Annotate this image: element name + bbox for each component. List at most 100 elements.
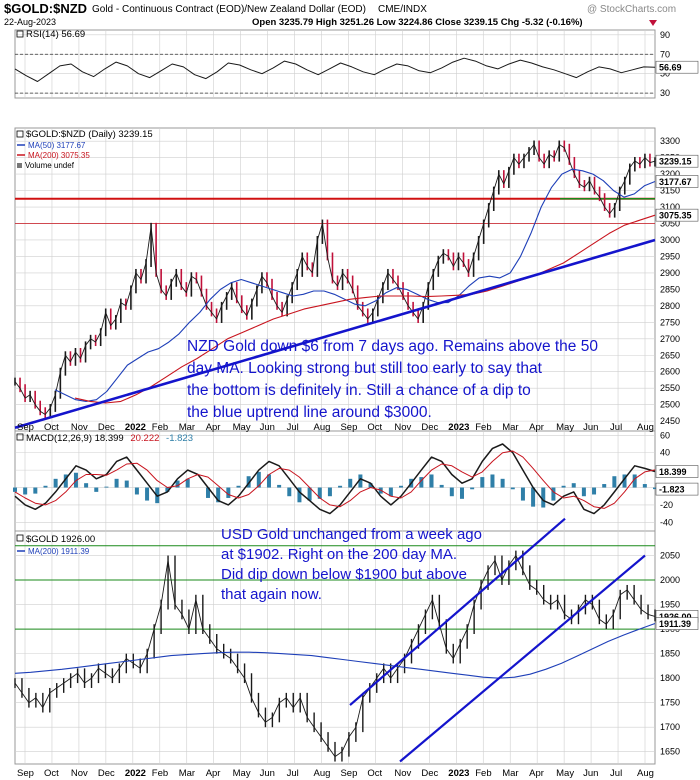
x-tick-label: Sep — [17, 768, 34, 779]
x-tick-label: Aug — [314, 768, 331, 779]
usd-legend: $GOLD 1926.00 MA(200) 1911.39 — [16, 534, 95, 556]
usd-annotation: USD Gold unchanged from a week ago at $1… — [221, 526, 486, 603]
ma50-line — [54, 168, 656, 402]
price-line — [14, 144, 656, 415]
rsi-line — [14, 57, 656, 82]
macd-histogram-bar — [480, 477, 485, 488]
y-tick-label: 2800 — [660, 301, 680, 311]
x-axis-middle: Sep Oct Nov Dec 2022 Feb Mar Apr May Jun Jul Aug Sep… — [17, 422, 654, 433]
x-tick-label: 2022 — [125, 768, 146, 779]
macd-histogram-bar — [348, 478, 353, 488]
x-tick-label: Aug — [637, 768, 654, 779]
y-tick-label: 2000 — [660, 575, 680, 585]
x-tick-label: Mar — [179, 768, 195, 779]
chart-watermark: @ StockCharts.com — [587, 4, 676, 15]
x-tick-label: Jul — [610, 768, 622, 779]
svg-text:MACD(12,26,9) 18.399 20.: MACD(12,26,9) 18.399 20.222 -1.823 — [26, 433, 193, 444]
usd-channel-upper — [349, 517, 566, 706]
price-legend-ma200: MA(200) 3075.35 — [28, 151, 90, 160]
price-label: 3075.35 — [659, 211, 692, 221]
x-tick-label: Apr — [529, 422, 544, 433]
macd-histogram-bar — [216, 487, 221, 503]
y-tick-label: 2500 — [660, 400, 680, 410]
price-label: 3239.15 — [659, 157, 692, 167]
macd-histogram-bar — [114, 478, 119, 488]
x-tick-label: 2022 — [125, 422, 146, 433]
x-tick-label: Jun — [260, 422, 275, 433]
macd-histogram-bar — [490, 474, 495, 488]
x-tick-label: Apr — [529, 768, 544, 779]
usd-panel-frame — [14, 530, 656, 765]
price-label-box — [655, 60, 699, 74]
x-tick-label: Jul — [610, 422, 622, 433]
usd-annotation-line-1: USD Gold unchanged from a week ago — [221, 526, 482, 543]
rsi-panel: 30 50 70 90 56.69 — [14, 30, 699, 98]
macd-histogram-bar — [449, 487, 454, 497]
x-tick-label: 2023 — [448, 768, 469, 779]
usd-annotation-line-3: Did dip down below $1900 but above — [221, 566, 467, 583]
macd-histogram-bar — [236, 485, 241, 488]
macd-panel: -40-20020406018.399-1.823 — [13, 430, 699, 527]
x-tick-label: Sep — [17, 422, 34, 433]
macd-histogram-bar — [226, 487, 231, 498]
price-label-box — [655, 208, 699, 222]
macd-signal-line — [14, 450, 656, 509]
macd-histogram-bar — [551, 487, 556, 501]
price-legend-main: $GOLD:$NZD (Daily) 3239.15 — [26, 129, 153, 140]
macd-histogram-bar — [642, 484, 647, 488]
x-tick-label: Apr — [206, 422, 221, 433]
macd-histogram-bar — [53, 478, 58, 488]
macd-histogram-bar — [510, 487, 515, 490]
y-tick-label: 70 — [660, 49, 670, 59]
macd-histogram-bar — [368, 483, 373, 488]
chart-title-symbol: $GOLD:$NZD — [4, 1, 87, 16]
macd-histogram-bar — [206, 487, 211, 498]
y-tick-label: 60 — [660, 430, 670, 440]
macd-histogram-bar — [581, 487, 586, 497]
macd-histogram-bar — [429, 474, 434, 488]
macd-histogram-bar — [327, 487, 332, 497]
macd-legend: MACD(12,26,9) 18.399 20.222 -1.823 — [16, 433, 193, 444]
macd-histogram-bar — [561, 485, 566, 488]
chart-date: 22-Aug-2023 — [4, 17, 56, 27]
price-label-box — [655, 465, 699, 478]
macd-histogram-bar — [145, 487, 150, 501]
x-tick-label: Jun — [583, 768, 598, 779]
macd-histogram-bar — [43, 485, 48, 488]
macd-histogram-bar — [399, 485, 404, 488]
y-tick-label: 1700 — [660, 722, 680, 732]
x-tick-label: Mar — [179, 422, 195, 433]
nzd-annotation-line-1: NZD Gold down $6 from 7 days ago. Remain… — [187, 338, 598, 355]
x-tick-label: Apr — [206, 768, 221, 779]
macd-histogram-bar — [541, 487, 546, 508]
y-tick-label: 2650 — [660, 350, 680, 360]
y-tick-label: 2700 — [660, 334, 680, 344]
macd-histogram-bar — [622, 474, 627, 488]
x-tick-label: Sep — [340, 768, 357, 779]
macd-line — [14, 443, 656, 515]
price-label-box — [655, 175, 699, 188]
price-label: 56.69 — [659, 63, 682, 73]
price-legend-volume: Volume undef — [25, 161, 75, 170]
nzd-annotation-line-2: day MA. Looking strong but still too ear… — [187, 360, 543, 377]
macd-histogram-bar — [246, 476, 251, 488]
x-tick-label: Jun — [260, 768, 275, 779]
x-axis-bottom: Sep Oct Nov Dec 2022 Feb Mar Apr May Jun Jul Aug Sep… — [17, 768, 654, 779]
macd-histogram-bar — [612, 476, 617, 488]
chart-header: $GOLD:$NZD Gold - Continuous Contract (E… — [4, 1, 676, 28]
macd-histogram-bar — [297, 487, 302, 503]
macd-histogram-bar — [256, 471, 261, 488]
y-tick-label: 2450 — [660, 416, 680, 426]
x-tick-label: May — [233, 422, 251, 433]
macd-histogram-bar — [338, 485, 343, 488]
x-tick-label: Nov — [71, 768, 88, 779]
price-panel: 2450 2500 2550 2600 2650 2700 2750 2800 2850 2900… — [14, 136, 699, 429]
nzd-annotation-line-3: the bottom is definitely in. Still a cha… — [187, 382, 531, 399]
y-tick-label: -40 — [660, 517, 673, 527]
x-tick-label: Aug — [314, 422, 331, 433]
price-label-box — [655, 154, 699, 168]
macd-histogram-bar — [84, 483, 89, 488]
macd-histogram-bar — [459, 487, 464, 499]
macd-histogram-bar — [439, 484, 444, 488]
